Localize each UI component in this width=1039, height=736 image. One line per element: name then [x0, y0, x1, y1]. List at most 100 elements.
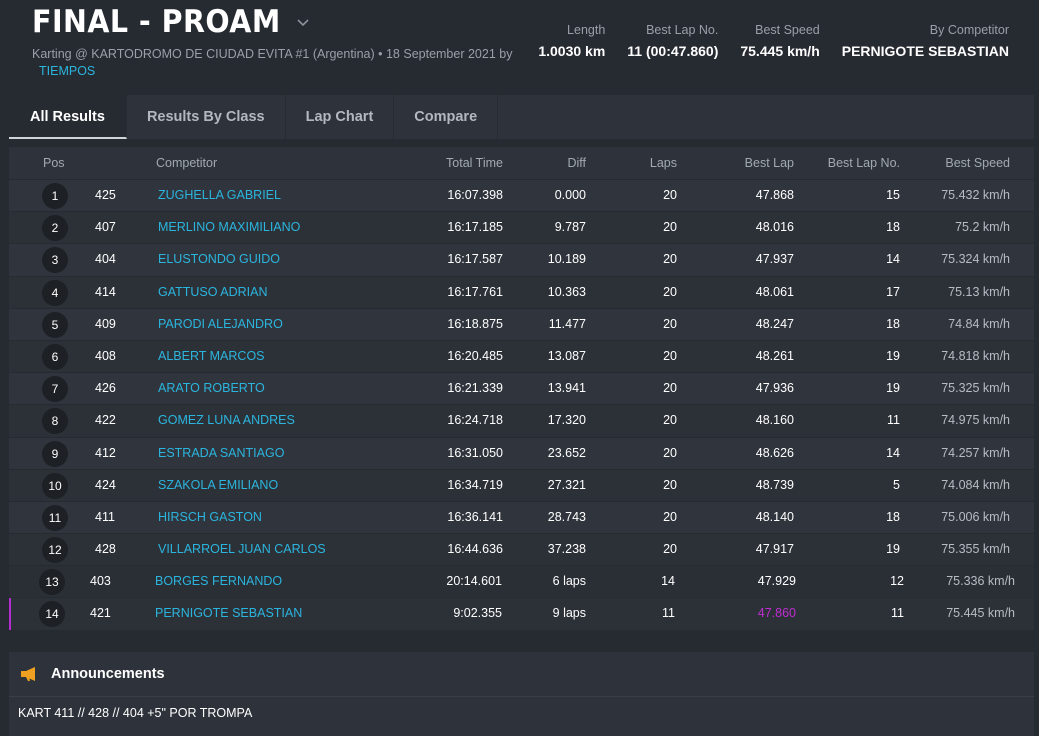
col-laps[interactable]: Laps — [649, 156, 677, 170]
best-lap-no: 14 — [886, 252, 900, 267]
competitor-name[interactable]: MERLINO MAXIMILIANO — [158, 220, 301, 235]
best-lap: 48.626 — [755, 445, 794, 460]
best-lap: 48.247 — [755, 316, 794, 331]
competitor-name[interactable]: GOMEZ LUNA ANDRES — [158, 413, 295, 428]
kart-number: 426 — [95, 381, 116, 396]
col-competitor[interactable]: Competitor — [156, 156, 218, 170]
pos-badge: 8 — [42, 408, 68, 435]
competitor-name[interactable]: SZAKOLA EMILIANO — [158, 477, 279, 492]
diff-value: 10.363 — [547, 284, 586, 299]
tab-lap-chart[interactable]: Lap Chart — [286, 95, 395, 139]
table-row[interactable]: 9 412 ESTRADA SANTIAGO 16:31.050 23.652 20 48.… — [9, 436, 1034, 469]
total-time: 16:31.050 — [447, 445, 503, 460]
best-lap-no: 12 — [890, 574, 904, 589]
best-lap-no: 5 — [893, 477, 900, 492]
table-row[interactable]: 5 409 PARODI ALEJANDRO 16:18.875 11.477 20 48.… — [9, 307, 1034, 340]
event-subtitle: Karting @ KARTODROMO DE CIUDAD EVITA #1 … — [32, 46, 532, 80]
table-row[interactable]: 2 407 MERLINO MAXIMILIANO 16:17.185 9.787 20 4… — [9, 211, 1034, 244]
table-row[interactable]: 13 403 BORGES FERNANDO 20:14.601 6 laps 14 47.… — [9, 565, 1034, 598]
pos-badge: 14 — [39, 601, 65, 628]
table-row[interactable]: 8 422 GOMEZ LUNA ANDRES 16:24.718 17.320 20 48… — [9, 404, 1034, 437]
col-pos[interactable]: Pos — [43, 156, 65, 170]
chevron-down-icon[interactable] — [296, 15, 310, 29]
stat-value: 75.445 km/h — [740, 43, 820, 59]
table-row[interactable]: 11 411 HIRSCH GASTON 16:36.141 28.743 20 48.14… — [9, 500, 1034, 534]
competitor-name[interactable]: VILLARROEL JUAN CARLOS — [158, 542, 326, 557]
competitor-name[interactable]: ZUGHELLA GABRIEL — [158, 188, 281, 202]
best-lap: 47.917 — [755, 542, 794, 557]
pos-badge: 6 — [42, 343, 68, 370]
table-row[interactable]: 1 425 ZUGHELLA GABRIEL 16:07.398 0.000 20 47.8… — [9, 179, 1034, 212]
competitor-name[interactable]: ALBERT MARCOS — [158, 348, 265, 363]
table-row[interactable]: 7 426 ARATO ROBERTO 16:21.339 13.941 20 47.936… — [9, 372, 1034, 405]
competitor-name[interactable]: HIRSCH GASTON — [158, 509, 262, 524]
table-row[interactable]: 4 414 GATTUSO ADRIAN 16:17.761 10.363 20 48.06… — [9, 275, 1034, 308]
competitor-name[interactable]: PARODI ALEJANDRO — [158, 316, 283, 331]
best-lap: 48.160 — [755, 413, 794, 428]
total-time: 16:18.875 — [447, 316, 503, 331]
total-time: 16:07.398 — [447, 188, 503, 202]
total-time: 16:17.185 — [447, 220, 503, 235]
best-lap: 48.739 — [755, 477, 794, 492]
laps-value: 20 — [663, 477, 677, 492]
laps-value: 20 — [663, 316, 677, 331]
best-speed: 75.336 km/h — [946, 574, 1015, 589]
kart-number: 421 — [90, 606, 111, 621]
kart-number: 422 — [95, 413, 116, 428]
organizer-link[interactable]: TIEMPOS — [39, 64, 96, 78]
kart-number: 408 — [95, 348, 116, 363]
pos-badge: 9 — [42, 440, 68, 467]
laps-value: 20 — [663, 252, 677, 267]
total-time: 16:21.339 — [447, 381, 503, 396]
best-speed: 74.818 km/h — [941, 348, 1010, 363]
stat-best-speed: Best Speed 75.445 km/h — [740, 22, 819, 60]
col-best-lap[interactable]: Best Lap — [744, 156, 794, 170]
best-speed: 74.084 km/h — [941, 477, 1010, 492]
kart-number: 414 — [95, 284, 116, 299]
stat-value: 11 (00:47.860) — [627, 43, 719, 59]
best-lap-no: 15 — [886, 188, 900, 202]
tab-compare[interactable]: Compare — [394, 95, 499, 139]
table-row[interactable]: 6 408 ALBERT MARCOS 16:20.485 13.087 20 48.261… — [9, 339, 1034, 373]
table-row[interactable]: 14 421 PERNIGOTE SEBASTIAN 9:02.355 9 laps 11… — [9, 597, 1034, 630]
table-row[interactable]: 12 428 VILLARROEL JUAN CARLOS 16:44.636 37.2… — [9, 533, 1034, 566]
best-speed: 75.2 km/h — [955, 220, 1010, 235]
results-table: Pos Competitor Total Time Diff Laps Best… — [9, 147, 1034, 630]
event-title[interactable]: FINAL - PROAM — [32, 4, 281, 40]
competitor-name[interactable]: ARATO ROBERTO — [158, 381, 265, 396]
results-tabs: All Results Results By Class Lap Chart C… — [9, 95, 1034, 139]
total-time: 16:17.587 — [447, 252, 503, 267]
diff-value: 9.787 — [554, 220, 586, 235]
best-speed: 74.975 km/h — [941, 413, 1010, 428]
best-lap-marker — [9, 598, 11, 630]
stat-value: 1.0030 km — [538, 43, 606, 59]
col-best-speed[interactable]: Best Speed — [945, 156, 1010, 170]
diff-value: 27.321 — [547, 477, 586, 492]
competitor-name[interactable]: ESTRADA SANTIAGO — [158, 445, 285, 460]
announcements-title: Announcements — [51, 666, 165, 682]
megaphone-icon — [21, 667, 35, 681]
col-best-lap-no[interactable]: Best Lap No. — [827, 156, 900, 170]
announcements-panel: Announcements KART 411 // 428 // 404 +5"… — [9, 652, 1034, 736]
table-row[interactable]: 10 424 SZAKOLA EMILIANO 16:34.719 27.321 20 48… — [9, 468, 1034, 501]
laps-value: 20 — [663, 284, 677, 299]
event-title-dropdown[interactable]: FINAL - PROAM — [32, 2, 310, 42]
best-lap-no: 17 — [886, 284, 900, 299]
competitor-name[interactable]: BORGES FERNANDO — [155, 574, 283, 589]
best-speed: 75.13 km/h — [948, 284, 1010, 299]
diff-value: 13.941 — [547, 381, 586, 396]
tab-all-results[interactable]: All Results — [9, 95, 127, 139]
col-total-time[interactable]: Total Time — [446, 156, 503, 170]
competitor-name[interactable]: PERNIGOTE SEBASTIAN — [155, 606, 303, 621]
competitor-name[interactable]: GATTUSO ADRIAN — [158, 284, 268, 299]
best-lap: 48.140 — [755, 509, 794, 524]
diff-value: 6 laps — [552, 574, 586, 589]
table-row[interactable]: 3 404 ELUSTONDO GUIDO 16:17.587 10.189 20 47.9… — [9, 243, 1034, 276]
competitor-name[interactable]: ELUSTONDO GUIDO — [158, 252, 281, 267]
tab-results-by-class[interactable]: Results By Class — [127, 95, 286, 139]
laps-value: 20 — [663, 542, 677, 557]
kart-number: 404 — [95, 252, 116, 267]
best-lap-no: 14 — [886, 445, 900, 460]
best-lap: 48.016 — [755, 220, 794, 235]
col-diff[interactable]: Diff — [567, 156, 586, 170]
